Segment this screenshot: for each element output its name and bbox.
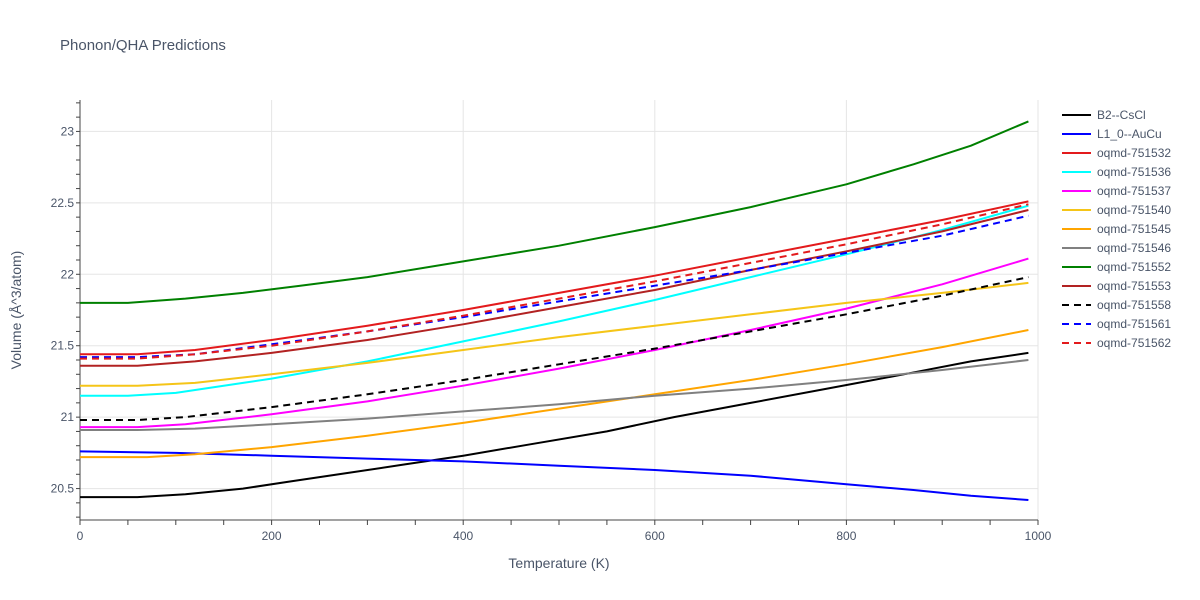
legend-label: oqmd-751558 bbox=[1097, 298, 1171, 312]
x-tick-label: 400 bbox=[453, 529, 473, 543]
y-axis-title: Volume (Å^3/atom) bbox=[8, 251, 24, 370]
legend-label: oqmd-751562 bbox=[1097, 336, 1171, 350]
y-tick-label: 22.5 bbox=[51, 196, 75, 210]
legend-label: oqmd-751532 bbox=[1097, 146, 1171, 160]
x-tick-label: 600 bbox=[645, 529, 665, 543]
series-line-oqmd-751558 bbox=[80, 276, 1029, 421]
legend-label: oqmd-751536 bbox=[1097, 165, 1171, 179]
legend-label: oqmd-751545 bbox=[1097, 222, 1171, 236]
grid bbox=[79, 100, 1039, 520]
axes: 0 200 400 600 800 1000 20.5 21 21.5 22 22.5 23 bbox=[51, 100, 1052, 543]
series-line-oqmd-751561 bbox=[80, 214, 1029, 359]
legend: B2--CsCl L1_0--AuCu oqmd-751532 oqmd-751536… bbox=[1062, 108, 1171, 350]
series-line-oqmd-751546 bbox=[80, 359, 1029, 431]
legend-label: L1_0--AuCu bbox=[1097, 127, 1162, 141]
legend-label: oqmd-751546 bbox=[1097, 241, 1171, 255]
series-line-oqmd-751536 bbox=[80, 204, 1029, 397]
series-line-oqmd-751553 bbox=[80, 209, 1029, 367]
series-lines bbox=[79, 120, 1029, 501]
y-tick-label: 21.5 bbox=[51, 339, 75, 353]
series-line-oqmd-751545 bbox=[80, 329, 1029, 459]
y-tick-label: 22 bbox=[61, 267, 75, 281]
y-tick-label: 23 bbox=[61, 124, 75, 138]
x-tick-label: 200 bbox=[262, 529, 282, 543]
legend-label: oqmd-751561 bbox=[1097, 317, 1171, 331]
legend-label: oqmd-751540 bbox=[1097, 203, 1171, 217]
x-tick-label: 0 bbox=[77, 529, 84, 543]
y-tick-label: 20.5 bbox=[51, 482, 75, 496]
series-line-B2--CsCl bbox=[80, 351, 1029, 499]
x-axis-title: Temperature (K) bbox=[508, 555, 609, 571]
legend-label: oqmd-751552 bbox=[1097, 260, 1171, 274]
series-line-L1_0--AuCu bbox=[79, 450, 1029, 501]
series-line-oqmd-751540 bbox=[80, 281, 1029, 387]
legend-label: oqmd-751537 bbox=[1097, 184, 1171, 198]
x-tick-label: 800 bbox=[836, 529, 856, 543]
x-tick-label: 1000 bbox=[1025, 529, 1052, 543]
series-line-oqmd-751537 bbox=[80, 257, 1029, 429]
y-tick-label: 21 bbox=[61, 410, 75, 424]
chart-title: Phonon/QHA Predictions bbox=[60, 37, 226, 54]
legend-label: B2--CsCl bbox=[1097, 108, 1146, 122]
series-line-oqmd-751552 bbox=[80, 120, 1029, 304]
series-line-oqmd-751532 bbox=[80, 200, 1029, 356]
series-line-oqmd-751562 bbox=[80, 203, 1029, 360]
legend-label: oqmd-751553 bbox=[1097, 279, 1171, 293]
